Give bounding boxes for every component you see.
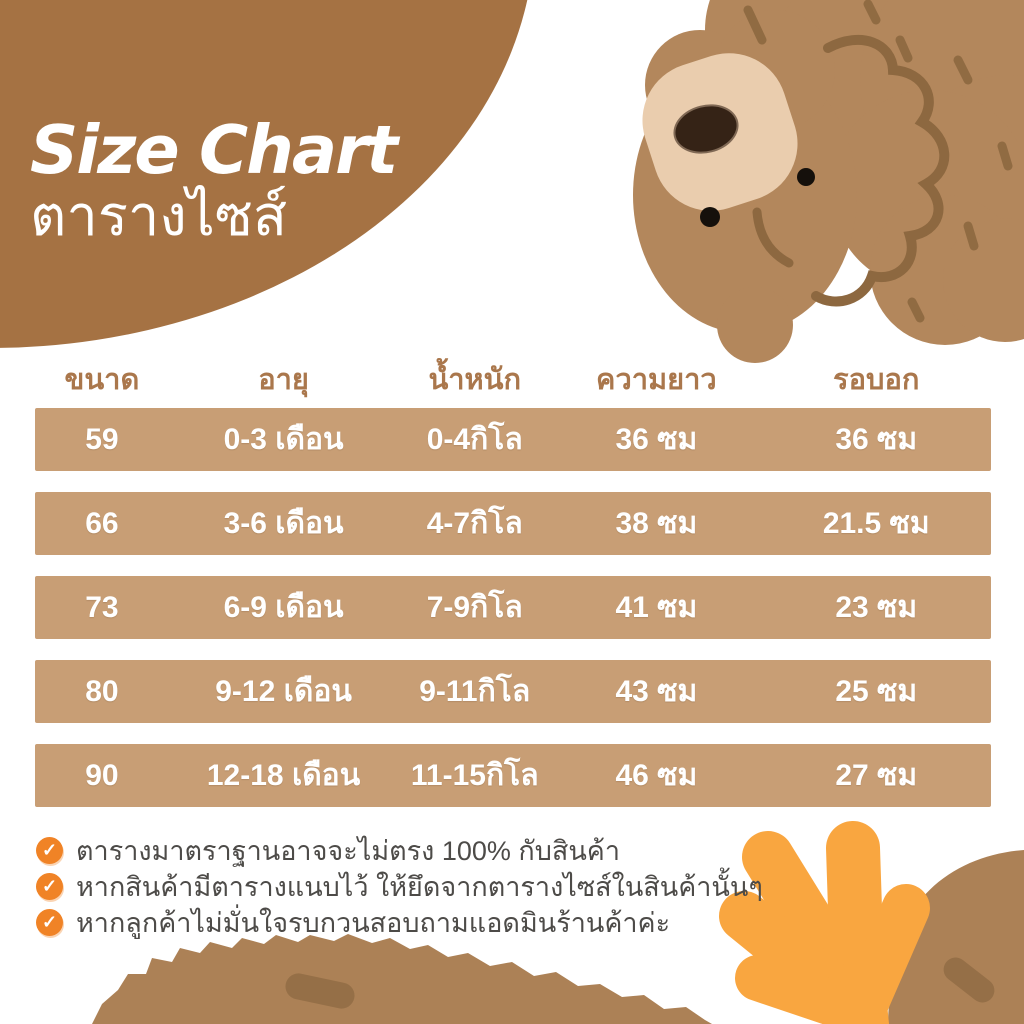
column-header-weight: น้ำหนัก xyxy=(428,364,522,396)
bear-nose xyxy=(673,104,739,154)
page-subtitle-thai: ตารางไซส์ xyxy=(30,184,288,248)
note-item: ✓ หากลูกค้าไม่มั่นใจรบกวนสอบถามแอดมินร้า… xyxy=(36,904,763,940)
cell-age: 6-9 เดือน xyxy=(223,591,344,624)
cell-length: 43 ซม xyxy=(615,675,698,708)
cell-length: 46 ซม xyxy=(615,759,698,792)
cell-length: 38 ซม xyxy=(615,507,698,540)
cell-age: 9-12 เดือน xyxy=(215,675,352,708)
check-icon: ✓ xyxy=(36,908,63,936)
title-block: Size Chart ตารางไซส์ xyxy=(30,111,398,249)
note-item: ✓ หากสินค้ามีตารางแนบไว้ ให้ยึดจากตารางไ… xyxy=(36,868,763,904)
cell-age: 12-18 เดือน xyxy=(206,759,361,792)
page-title: Size Chart xyxy=(30,111,398,189)
cell-size: 90 xyxy=(85,758,119,792)
column-header-size: ขนาด xyxy=(64,364,140,396)
column-header-chest: รอบอก xyxy=(833,364,920,396)
orange-leaf-illustration xyxy=(719,821,930,1024)
table-row: 59 0-3 เดือน 0-4กิโล 36 ซม 36 ซม xyxy=(35,408,991,471)
cell-length: 41 ซม xyxy=(615,591,698,624)
table-row: 66 3-6 เดือน 4-7กิโล 38 ซม 21.5 ซม xyxy=(35,492,991,555)
bear-paw-illustration xyxy=(888,850,1024,1024)
note-text: หากลูกค้าไม่มั่นใจรบกวนสอบถามแอดมินร้านค… xyxy=(76,907,671,938)
cell-weight: 9-11กิโล xyxy=(419,675,531,708)
bear-fur-dashes xyxy=(743,0,1013,323)
check-icon: ✓ xyxy=(36,872,63,900)
cell-chest: 25 ซม xyxy=(835,675,918,708)
column-header-length: ความยาว xyxy=(596,364,717,396)
note-text: หากสินค้ามีตารางแนบไว้ ให้ยึดจากตารางไซส… xyxy=(76,871,763,902)
cell-size: 66 xyxy=(85,506,119,540)
cell-chest: 27 ซม xyxy=(835,759,918,792)
cell-weight: 7-9กิโล xyxy=(426,591,523,624)
table-row: 80 9-12 เดือน 9-11กิโล 43 ซม 25 ซม xyxy=(35,660,991,723)
bear-mouth xyxy=(752,207,794,268)
column-header-age: อายุ xyxy=(258,364,309,396)
cell-age: 0-3 เดือน xyxy=(223,423,344,456)
bear-mane-outline xyxy=(811,34,950,307)
table-header-row: ขนาด อายุ น้ำหนัก ความยาว รอบอก xyxy=(35,350,991,408)
footnotes: ✓ ตารางมาตราฐานอาจจะไม่ตรง 100% กับสินค้… xyxy=(36,832,763,940)
cell-weight: 0-4กิโล xyxy=(426,423,523,456)
bear-eye-left xyxy=(700,207,720,227)
bear-eye-right xyxy=(797,168,815,186)
bear-body-illustration xyxy=(92,934,712,1024)
cell-size: 73 xyxy=(85,590,119,624)
cell-age: 3-6 เดือน xyxy=(223,507,344,540)
cell-size: 59 xyxy=(85,422,119,456)
bear-muzzle xyxy=(642,53,798,211)
cell-weight: 4-7กิโล xyxy=(426,507,523,540)
cell-length: 36 ซม xyxy=(615,423,698,456)
size-table: ขนาด อายุ น้ำหนัก ความยาว รอบอก 59 0-3 เ… xyxy=(35,350,991,807)
check-icon: ✓ xyxy=(36,836,63,864)
cell-size: 80 xyxy=(85,674,119,708)
teddy-bear-illustration xyxy=(633,0,1024,363)
table-row: 90 12-18 เดือน 11-15กิโล 46 ซม 27 ซม xyxy=(35,744,991,807)
note-item: ✓ ตารางมาตราฐานอาจจะไม่ตรง 100% กับสินค้… xyxy=(36,832,763,868)
note-text: ตารางมาตราฐานอาจจะไม่ตรง 100% กับสินค้า xyxy=(76,835,621,866)
table-row: 73 6-9 เดือน 7-9กิโล 41 ซม 23 ซม xyxy=(35,576,991,639)
cell-chest: 23 ซม xyxy=(835,591,918,624)
cell-chest: 36 ซม xyxy=(835,423,918,456)
cell-weight: 11-15กิโล xyxy=(410,759,539,792)
cell-chest: 21.5 ซม xyxy=(822,507,930,540)
